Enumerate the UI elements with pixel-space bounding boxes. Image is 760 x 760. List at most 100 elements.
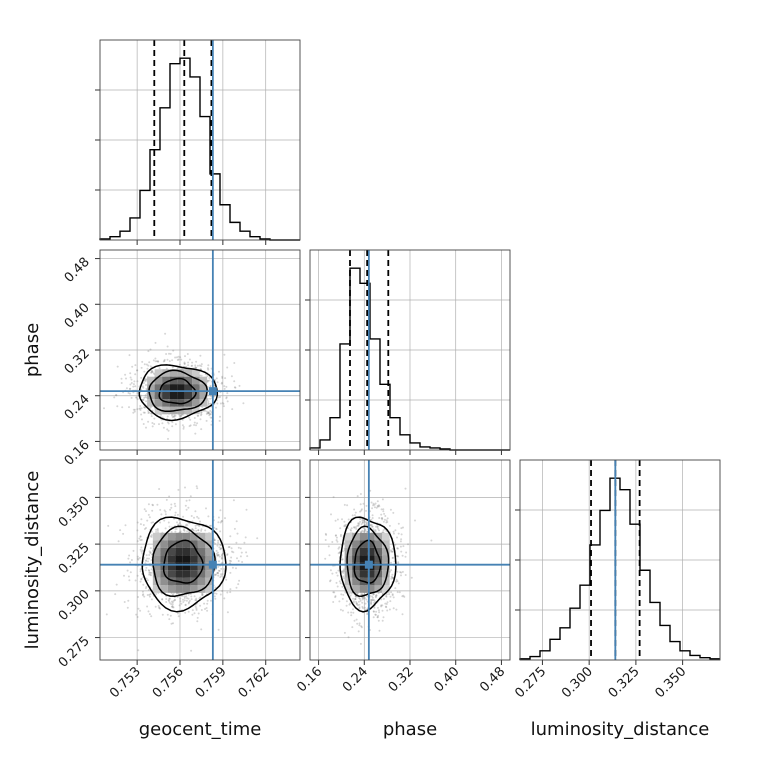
sample-point: [220, 573, 222, 576]
sample-point: [324, 532, 327, 535]
sample-point: [124, 373, 127, 376]
sample-point: [345, 604, 348, 607]
sample-point: [172, 606, 175, 609]
sample-point: [146, 519, 149, 522]
sample-point: [383, 518, 386, 521]
sample-point: [139, 523, 142, 526]
sample-point: [382, 520, 385, 523]
sample-point: [225, 397, 228, 400]
sample-point: [189, 495, 192, 498]
sample-point: [369, 524, 372, 526]
sample-point: [361, 521, 364, 524]
injection-marker: [364, 560, 373, 569]
sample-point: [188, 601, 190, 604]
sample-point: [229, 571, 232, 574]
sample-point: [195, 485, 198, 488]
sample-point: [116, 405, 119, 408]
sample-point: [214, 574, 217, 576]
density-cell: [205, 540, 213, 548]
sample-point: [381, 619, 384, 622]
sample-point: [183, 362, 186, 365]
density-cell: [184, 369, 193, 377]
density-cell: [190, 570, 198, 578]
sample-point: [358, 597, 361, 600]
sample-point: [350, 614, 353, 617]
density-cell: [177, 369, 185, 377]
density-cell: [374, 585, 383, 593]
sample-point: [167, 437, 169, 440]
sample-point: [182, 427, 185, 430]
sample-point: [374, 529, 377, 532]
panel-frame: [99, 459, 301, 661]
sample-point: [194, 605, 197, 608]
sample-point: [388, 593, 391, 596]
sample-point: [229, 560, 232, 563]
sample-point: [169, 614, 172, 617]
sample-point: [218, 419, 221, 422]
sample-point: [157, 531, 159, 534]
sample-point: [162, 360, 165, 363]
sample-point: [384, 602, 387, 605]
sample-point: [200, 413, 203, 416]
sample-point: [370, 600, 373, 603]
density-cell: [175, 585, 183, 593]
sample-point: [180, 602, 183, 605]
sample-point: [371, 596, 374, 599]
sample-point: [400, 538, 403, 541]
sample-point: [139, 405, 142, 407]
sample-point: [338, 580, 341, 583]
sample-point: [216, 572, 219, 574]
sample-point: [236, 557, 238, 560]
density-cell: [205, 555, 213, 563]
sample-point: [179, 414, 182, 417]
sample-point: [209, 413, 212, 416]
sample-point: [139, 548, 142, 551]
density-cell: [175, 532, 183, 541]
sample-point: [174, 417, 177, 420]
sample-point: [361, 598, 364, 601]
sample-point: [225, 578, 228, 581]
panel-frame: [99, 249, 301, 451]
sample-point: [397, 555, 400, 558]
sample-point: [132, 383, 135, 386]
sample-point: [381, 518, 384, 521]
density-cell: [154, 384, 163, 392]
sample-point: [196, 620, 199, 623]
sample-point: [129, 376, 132, 379]
sample-point: [229, 591, 232, 594]
density-cell: [374, 577, 383, 586]
sample-point: [139, 570, 142, 573]
sample-point: [365, 522, 368, 525]
sample-point: [405, 551, 408, 554]
sample-point: [391, 576, 394, 579]
sample-point: [137, 607, 140, 610]
sample-point: [410, 576, 413, 579]
sample-point: [364, 521, 367, 524]
sample-point: [171, 606, 174, 609]
sample-point: [180, 414, 183, 417]
sample-point: [337, 569, 340, 572]
sample-point: [144, 569, 147, 572]
sample-point: [361, 529, 364, 532]
density-cell: [190, 585, 198, 593]
sample-point: [227, 546, 230, 549]
sample-point: [197, 517, 200, 520]
sample-point: [340, 593, 343, 596]
sample-point: [156, 529, 159, 532]
sample-point: [144, 562, 147, 565]
sample-point: [361, 605, 364, 608]
sample-point: [195, 597, 198, 600]
sample-point: [244, 536, 247, 539]
sample-point: [186, 530, 189, 533]
sample-point: [220, 519, 223, 522]
sample-point: [357, 604, 359, 607]
sample-point: [144, 394, 147, 397]
sample-point: [158, 488, 161, 490]
sample-point: [224, 377, 227, 380]
sample-point: [200, 365, 203, 368]
sample-point: [339, 535, 342, 538]
sample-point: [197, 524, 200, 527]
sample-point: [355, 618, 358, 621]
sample-point: [354, 526, 357, 529]
density-cell: [382, 570, 390, 578]
